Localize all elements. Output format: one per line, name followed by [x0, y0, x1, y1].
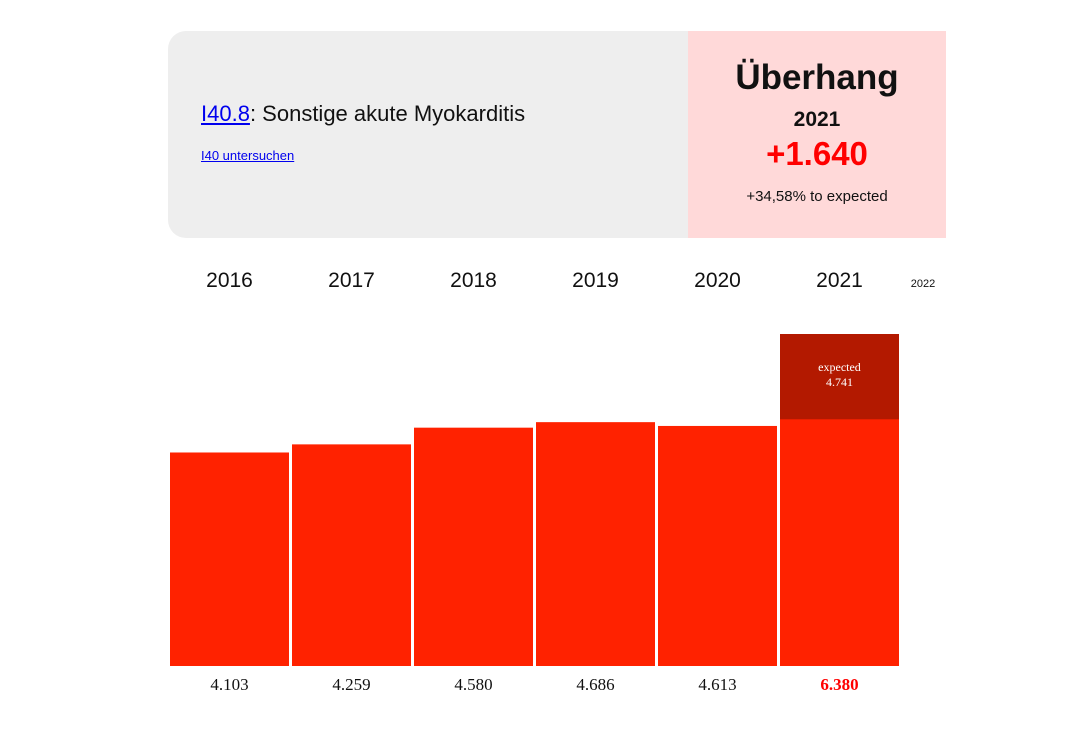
- value-label-2018: 4.580: [454, 675, 492, 694]
- year-label-2022: 2022: [911, 278, 935, 290]
- bar-2020: [658, 425, 777, 666]
- year-label-2017: 2017: [328, 269, 375, 292]
- diagnosis-title: I40.8: Sonstige akute Myokarditis: [201, 101, 525, 127]
- overhang-year: 2021: [793, 108, 841, 131]
- diagnosis-code-link[interactable]: I40.8: [201, 101, 250, 126]
- bar-2017: [292, 444, 411, 666]
- value-label-2019: 4.686: [576, 675, 614, 694]
- expected-label: expected: [818, 360, 861, 374]
- year-label-2021: 2021: [816, 269, 863, 292]
- year-label-2018: 2018: [450, 269, 497, 292]
- overhang-panel: Überhang 2021 +1.640 +34,58% to expected: [688, 31, 946, 238]
- diagnosis-panel: I40.8: Sonstige akute Myokarditis I40 un…: [168, 31, 688, 238]
- value-label-2017: 4.259: [332, 675, 370, 694]
- expected-overlay: [780, 334, 899, 420]
- bar-2018: [414, 427, 533, 666]
- value-label-2020: 4.613: [698, 675, 736, 694]
- value-label-2021: 6.380: [820, 675, 858, 694]
- overhang-percent: +34,58% to expected: [746, 188, 888, 205]
- parent-code-link[interactable]: I40 untersuchen: [201, 148, 295, 163]
- expected-value-label: 4.741: [826, 375, 853, 389]
- summary-card: I40.8: Sonstige akute Myokarditis I40 un…: [168, 31, 946, 238]
- overhang-title: Überhang: [735, 58, 899, 97]
- year-label-2020: 2020: [694, 269, 741, 292]
- diagnosis-description: Sonstige akute Myokarditis: [262, 101, 526, 126]
- year-label-2016: 2016: [206, 269, 253, 292]
- bar-2019: [536, 422, 655, 666]
- bar-2016: [170, 452, 289, 666]
- value-label-2016: 4.103: [210, 675, 248, 694]
- year-label-2019: 2019: [572, 269, 619, 292]
- diagnosis-separator: :: [249, 101, 263, 126]
- overhang-value: +1.640: [766, 135, 868, 172]
